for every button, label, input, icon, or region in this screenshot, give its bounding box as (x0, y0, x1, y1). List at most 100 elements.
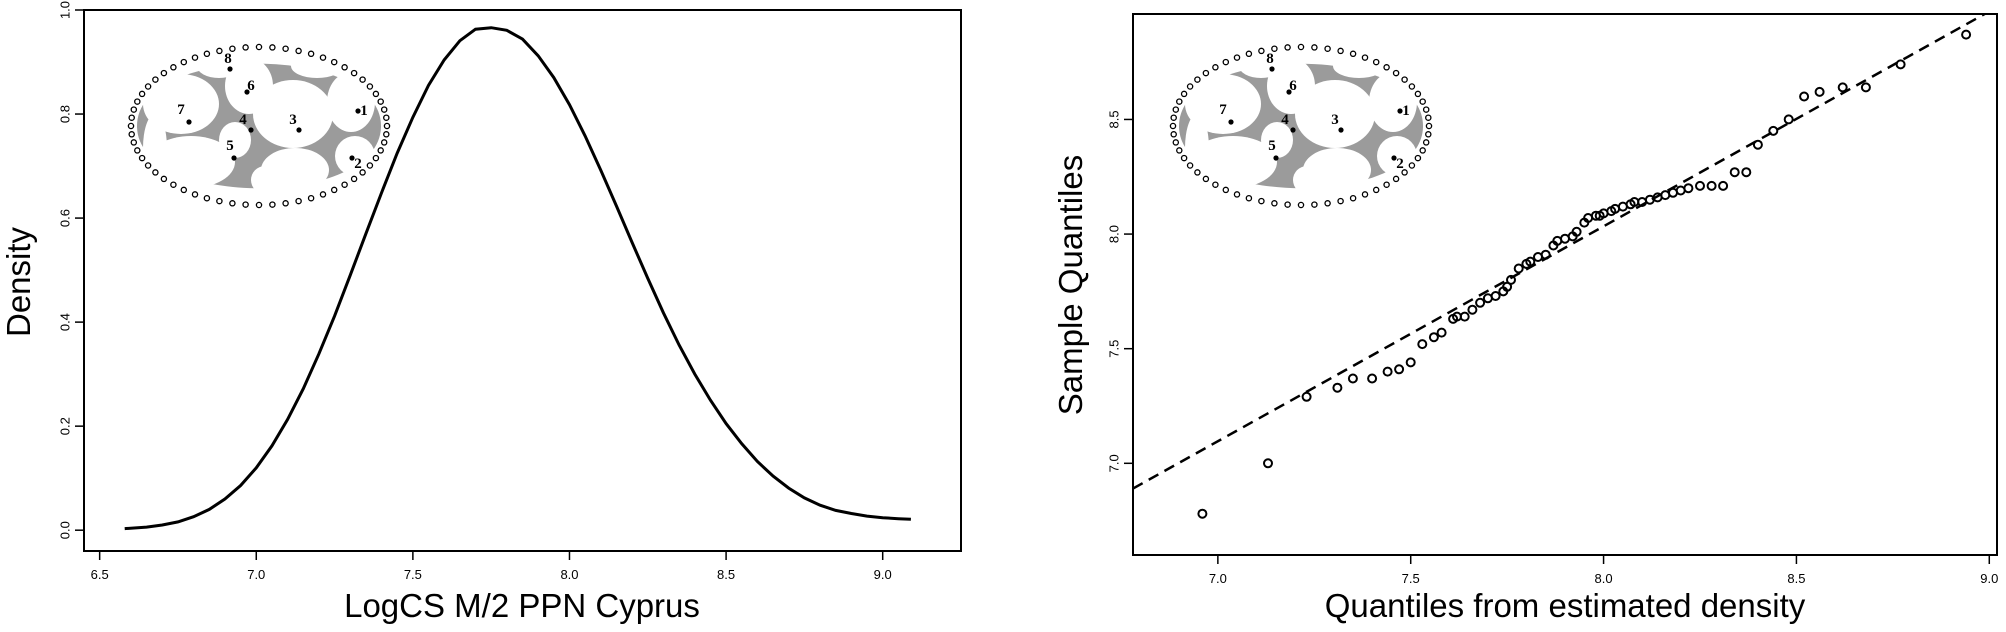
outline-point (1419, 98, 1426, 105)
chamber (291, 54, 343, 78)
landmark-label: 7 (1219, 102, 1227, 118)
data-point (1783, 114, 1794, 125)
y-tick-label: 1.0 (57, 1, 72, 19)
y-tick-label: 7.0 (1106, 454, 1121, 472)
chamber (1295, 80, 1375, 148)
y-tick-label: 8.5 (1106, 110, 1121, 128)
density-curve (124, 26, 911, 531)
data-point (1683, 183, 1694, 194)
plot-frame (83, 9, 962, 552)
landmark-point (296, 127, 302, 133)
chamber (1239, 54, 1283, 78)
chamber (251, 166, 279, 194)
y-axis-label: Density (0, 226, 37, 337)
data-point (1799, 91, 1810, 102)
specimen-outline-diagram: 1 2 3 45 6 7 8 (1169, 43, 1433, 209)
x-tick-label: 8.5 (1787, 571, 1805, 586)
chamber (1369, 72, 1417, 132)
outline-point (255, 43, 263, 51)
outline-point (1212, 64, 1219, 71)
outline-point (1245, 50, 1253, 58)
outline-point (1222, 58, 1230, 66)
chamber (197, 54, 241, 78)
y-axis-label: Sample Quantiles (1052, 155, 1089, 415)
outline-point (216, 47, 223, 55)
outline-point (330, 186, 338, 194)
data-point (1718, 180, 1729, 191)
outline-point (1408, 162, 1416, 169)
outline-point (1324, 200, 1331, 207)
landmark-label: 3 (1331, 112, 1339, 128)
landmark-label: 8 (1266, 51, 1274, 67)
data-point (1301, 391, 1312, 402)
outline-point (330, 58, 338, 66)
landmark-label: 5 (226, 138, 234, 154)
landmark-label: 8 (224, 51, 232, 67)
outline-point (307, 50, 315, 58)
outline-point (160, 69, 168, 77)
outline-point (319, 191, 327, 198)
outline-point (380, 139, 388, 146)
outline-point (144, 162, 152, 169)
landmark-point (231, 155, 237, 161)
outline-point (1392, 69, 1400, 77)
chamber (335, 136, 375, 176)
chamber (1293, 166, 1321, 194)
outline-point (1422, 106, 1430, 113)
y-tick-label: 0.0 (57, 521, 72, 539)
outline-point (1186, 83, 1194, 90)
data-point (1428, 332, 1439, 343)
outline-point (1172, 139, 1180, 146)
outline-point (359, 169, 366, 176)
density-plot: 6.5 7.0 7.5 8.0 8.5 9.0 0.0 0.2 0.4 0.6 0.8 1.0 Lo… (0, 1, 962, 624)
outline-point (372, 154, 380, 162)
data-point (1706, 180, 1717, 191)
data-point (1768, 125, 1779, 136)
x-axis-label: LogCS M/2 PPN Cyprus (344, 587, 700, 624)
y-tick-label: 0.6 (57, 209, 72, 227)
landmark-point (1338, 127, 1344, 133)
outline-point (152, 76, 159, 83)
outline-point (1180, 154, 1188, 162)
y-axis: 0.0 0.2 0.4 0.6 0.8 1.0 (57, 1, 84, 539)
outline-point (269, 201, 276, 208)
outline-point (1176, 98, 1183, 105)
outline-point (1349, 194, 1357, 202)
outline-point (341, 64, 348, 71)
x-tick-label: 8.0 (1595, 571, 1613, 586)
outline-point (1372, 186, 1380, 194)
data-point (1695, 180, 1705, 191)
outline-point (359, 76, 366, 83)
specimen-outline-diagram: 1 2 3 45 6 7 8 (127, 43, 391, 209)
outline-point (1169, 122, 1177, 130)
landmark-point (244, 89, 250, 95)
outline-point (295, 47, 302, 55)
landmark-point (1391, 155, 1397, 161)
outline-point (191, 54, 199, 61)
chamber (1261, 122, 1293, 158)
outline-point (1297, 201, 1305, 209)
data-point (1741, 167, 1752, 178)
outline-point (1392, 175, 1400, 183)
data-point (1752, 139, 1763, 150)
landmark-label: 4 (1281, 112, 1289, 128)
outline-point (366, 83, 374, 90)
landmark-point (248, 127, 254, 133)
y-tick-label: 7.5 (1106, 340, 1121, 358)
outline-point (138, 90, 146, 98)
y-tick-label: 8.0 (1106, 225, 1121, 243)
outline-point (1425, 114, 1432, 121)
x-tick-label: 9.0 (1980, 571, 1998, 586)
data-point (1540, 249, 1551, 260)
outline-point (341, 181, 348, 188)
outline-point (1383, 181, 1390, 188)
outline-point (1245, 194, 1253, 202)
outline-point (350, 175, 358, 183)
data-point (1814, 86, 1825, 97)
data-point (1394, 364, 1405, 375)
outline-point (1425, 131, 1432, 138)
outline-point (383, 122, 391, 130)
outline-point (1324, 45, 1331, 52)
outline-point (1408, 83, 1416, 90)
